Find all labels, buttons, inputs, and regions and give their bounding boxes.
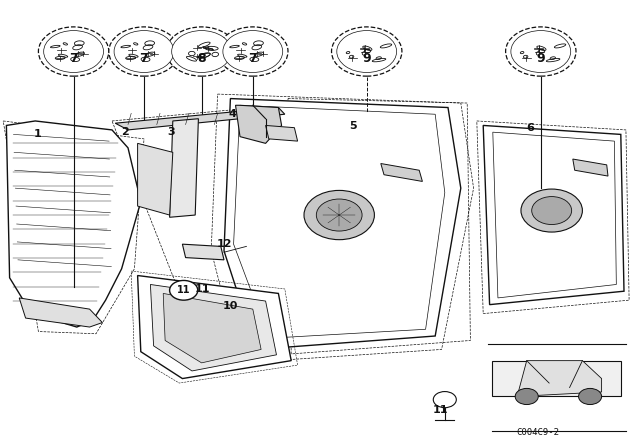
Text: 7: 7 (248, 52, 257, 65)
Text: 10: 10 (223, 301, 238, 310)
Text: C004C9-2: C004C9-2 (516, 428, 559, 437)
Polygon shape (6, 121, 141, 327)
Polygon shape (492, 361, 621, 396)
Polygon shape (224, 99, 461, 349)
Polygon shape (182, 244, 224, 260)
Circle shape (433, 392, 456, 408)
Circle shape (532, 197, 572, 224)
Polygon shape (138, 143, 173, 215)
Polygon shape (517, 361, 602, 396)
Polygon shape (483, 125, 624, 305)
Text: 9: 9 (362, 52, 371, 65)
Polygon shape (138, 276, 291, 379)
Text: 11: 11 (433, 405, 448, 415)
Circle shape (38, 27, 109, 76)
Circle shape (304, 190, 374, 240)
Circle shape (166, 27, 237, 76)
Polygon shape (170, 119, 198, 217)
Circle shape (223, 30, 283, 73)
Circle shape (316, 199, 362, 231)
Circle shape (521, 189, 582, 232)
Circle shape (579, 388, 602, 405)
Text: 11: 11 (177, 285, 191, 295)
Text: 7: 7 (69, 52, 78, 65)
Text: 8: 8 (197, 52, 206, 65)
Text: 9: 9 (536, 52, 545, 65)
Text: 2: 2 (122, 127, 129, 137)
Circle shape (170, 280, 198, 300)
Text: 4: 4 (228, 109, 236, 119)
Circle shape (506, 27, 576, 76)
Polygon shape (163, 293, 261, 363)
Circle shape (218, 27, 288, 76)
Circle shape (515, 388, 538, 405)
Polygon shape (115, 108, 285, 130)
Text: 1: 1 (33, 129, 41, 139)
Text: 7: 7 (140, 52, 148, 65)
Circle shape (44, 30, 104, 73)
Circle shape (332, 27, 402, 76)
Text: 12: 12 (216, 239, 232, 249)
Circle shape (109, 27, 179, 76)
Polygon shape (381, 164, 422, 181)
Text: 5: 5 (349, 121, 357, 131)
Circle shape (172, 30, 232, 73)
Text: 6: 6 (526, 123, 534, 133)
Polygon shape (266, 125, 298, 141)
Circle shape (511, 30, 571, 73)
Polygon shape (19, 298, 102, 327)
Polygon shape (573, 159, 608, 176)
Text: 3: 3 (168, 127, 175, 137)
Polygon shape (150, 284, 276, 371)
Circle shape (337, 30, 397, 73)
Circle shape (114, 30, 174, 73)
Text: 11: 11 (195, 284, 210, 294)
Polygon shape (236, 105, 282, 143)
